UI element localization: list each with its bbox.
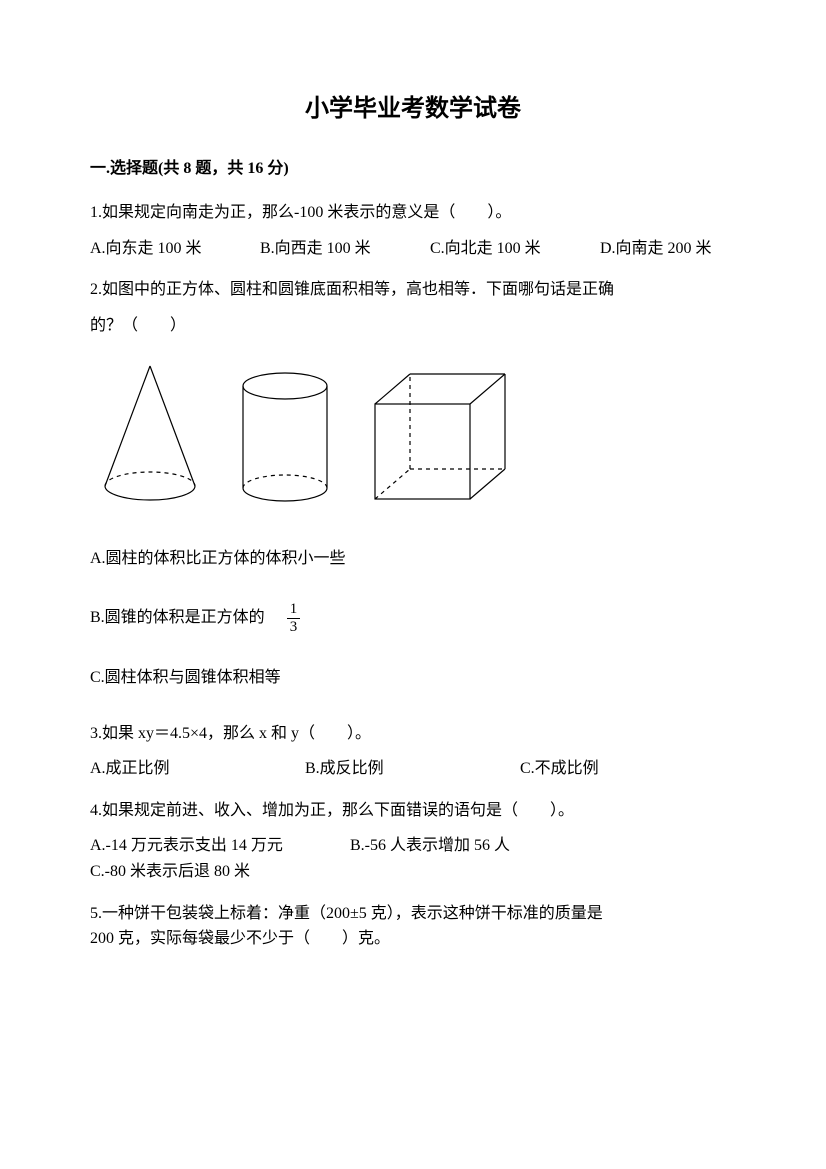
q4-options: A.-14 万元表示支出 14 万元 B.-56 人表示增加 56 人 C.-8… — [90, 833, 736, 884]
question-4: 4.如果规定前进、收入、增加为正，那么下面错误的语句是（ ）。 A.-14 万元… — [90, 798, 736, 885]
q5-line1: 5.一种饼干包装袋上标着：净重（200±5 克），表示这种饼干标准的质量是 — [90, 901, 736, 927]
q5-line2: 200 克，实际每袋最少不少于（ ）克。 — [90, 926, 736, 952]
exam-page: 小学毕业考数学试卷 一.选择题(共 8 题，共 16 分) 1.如果规定向南走为… — [0, 0, 826, 1169]
q1-opt-d: D.向南走 200 米 — [600, 236, 736, 262]
q2-opt-c: C.圆柱体积与圆锥体积相等 — [90, 665, 736, 691]
q1-opt-c: C.向北走 100 米 — [430, 236, 600, 262]
q1-options: A.向东走 100 米 B.向西走 100 米 C.向北走 100 米 D.向南… — [90, 236, 736, 262]
q1-opt-b: B.向西走 100 米 — [260, 236, 430, 262]
section-header: 一.选择题(共 8 题，共 16 分) — [90, 156, 736, 182]
question-1: 1.如果规定向南走为正，那么-100 米表示的意义是（ ）。 A.向东走 100… — [90, 200, 736, 261]
question-2: 2.如图中的正方体、圆柱和圆锥底面积相等，高也相等．下面哪句话是正确 的？（ ） — [90, 277, 736, 690]
question-3: 3.如果 xy＝4.5×4，那么 x 和 y（ ）。 A.成正比例 B.成反比例… — [90, 721, 736, 782]
q1-opt-a: A.向东走 100 米 — [90, 236, 260, 262]
frac-den: 3 — [287, 619, 301, 635]
cube-icon — [375, 374, 505, 499]
q2-opt-b: B.圆锥的体积是正方体的 1 3 — [90, 602, 736, 635]
fraction-one-third: 1 3 — [287, 602, 301, 635]
q4-opt-b: B.-56 人表示增加 56 人 — [350, 833, 610, 859]
q4-text: 4.如果规定前进、收入、增加为正，那么下面错误的语句是（ ）。 — [90, 798, 736, 824]
q3-opt-c: C.不成比例 — [520, 756, 736, 782]
question-5: 5.一种饼干包装袋上标着：净重（200±5 克），表示这种饼干标准的质量是 20… — [90, 901, 736, 952]
cylinder-icon — [243, 373, 327, 501]
q2-line2: 的？（ ） — [90, 313, 736, 339]
q4-opt-c: C.-80 米表示后退 80 米 — [90, 859, 736, 885]
cone-icon — [105, 366, 195, 500]
shapes-svg — [90, 356, 520, 516]
q3-opt-a: A.成正比例 — [90, 756, 305, 782]
q2-opt-b-prefix: B.圆锥的体积是正方体的 — [90, 609, 281, 626]
q3-text: 3.如果 xy＝4.5×4，那么 x 和 y（ ）。 — [90, 721, 736, 747]
frac-num: 1 — [287, 602, 301, 619]
q1-text: 1.如果规定向南走为正，那么-100 米表示的意义是（ ）。 — [90, 200, 736, 226]
q3-opt-b: B.成反比例 — [305, 756, 520, 782]
q2-opt-a: A.圆柱的体积比正方体的体积小一些 — [90, 546, 736, 572]
q2-line1: 2.如图中的正方体、圆柱和圆锥底面积相等，高也相等．下面哪句话是正确 — [90, 277, 736, 303]
q4-opt-a: A.-14 万元表示支出 14 万元 — [90, 833, 350, 859]
page-title: 小学毕业考数学试卷 — [90, 90, 736, 128]
q3-options: A.成正比例 B.成反比例 C.不成比例 — [90, 756, 736, 782]
q2-shapes — [90, 356, 736, 516]
